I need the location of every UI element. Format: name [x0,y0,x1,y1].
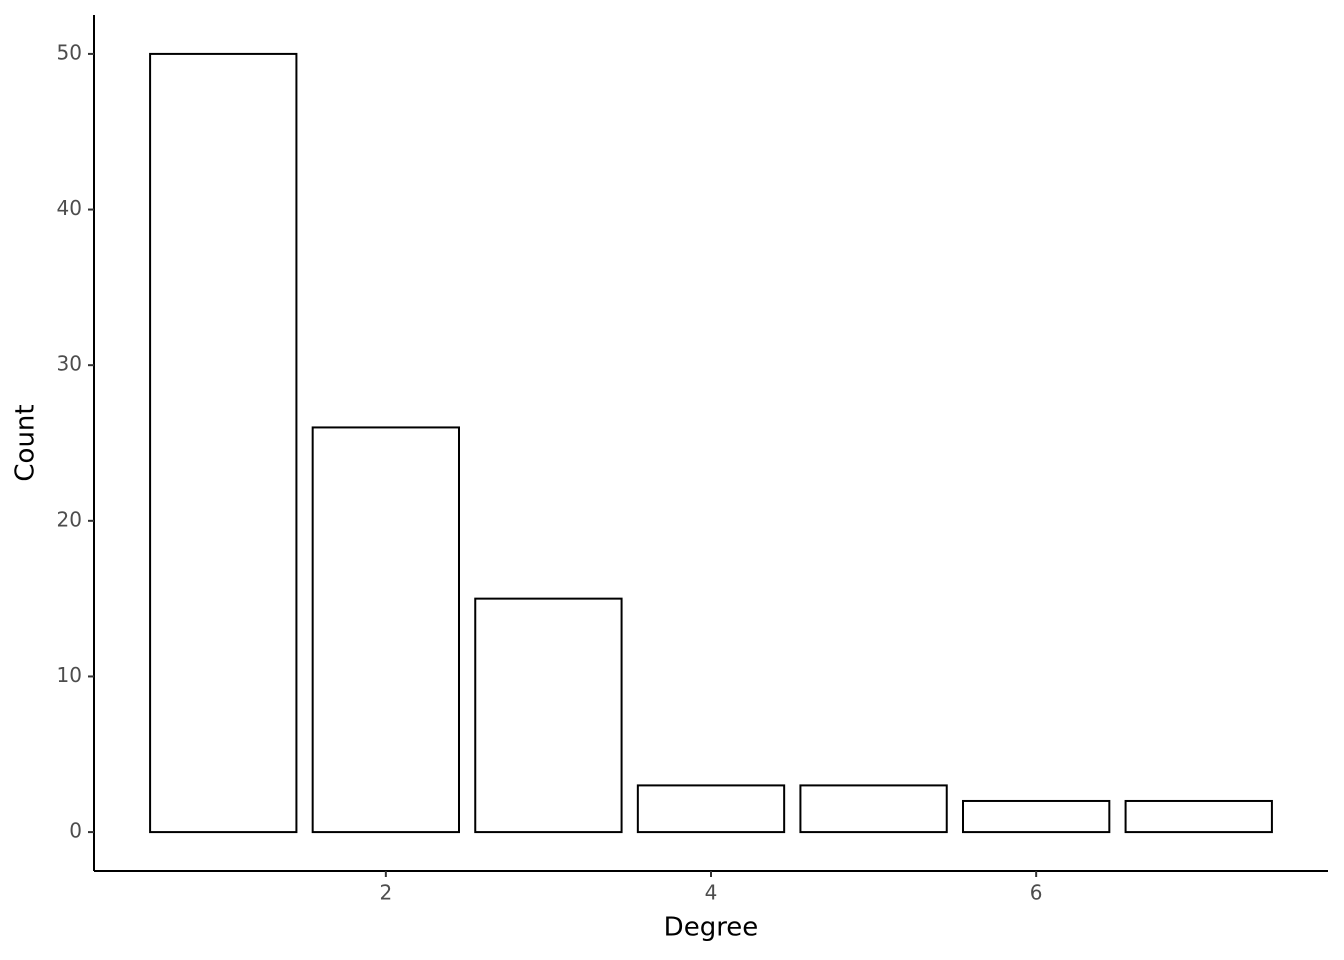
bar [962,799,1111,834]
y-tick-label: 50 [57,40,82,64]
y-axis-title: Count [11,404,41,481]
bar [799,784,948,834]
y-tick-label: 30 [57,352,82,376]
x-tick-label: 4 [705,881,718,905]
x-axis-title: Degree [664,913,759,943]
y-tick-label: 0 [69,819,82,843]
bar [474,597,623,834]
bar [311,426,460,834]
bar [149,52,298,834]
bar [1124,799,1273,834]
x-tick-label: 2 [379,881,392,905]
x-tick-label: 6 [1030,881,1043,905]
y-tick-label: 40 [57,196,82,220]
y-tick-label: 10 [57,663,82,687]
bar [636,784,786,834]
y-tick-label: 20 [57,507,82,531]
